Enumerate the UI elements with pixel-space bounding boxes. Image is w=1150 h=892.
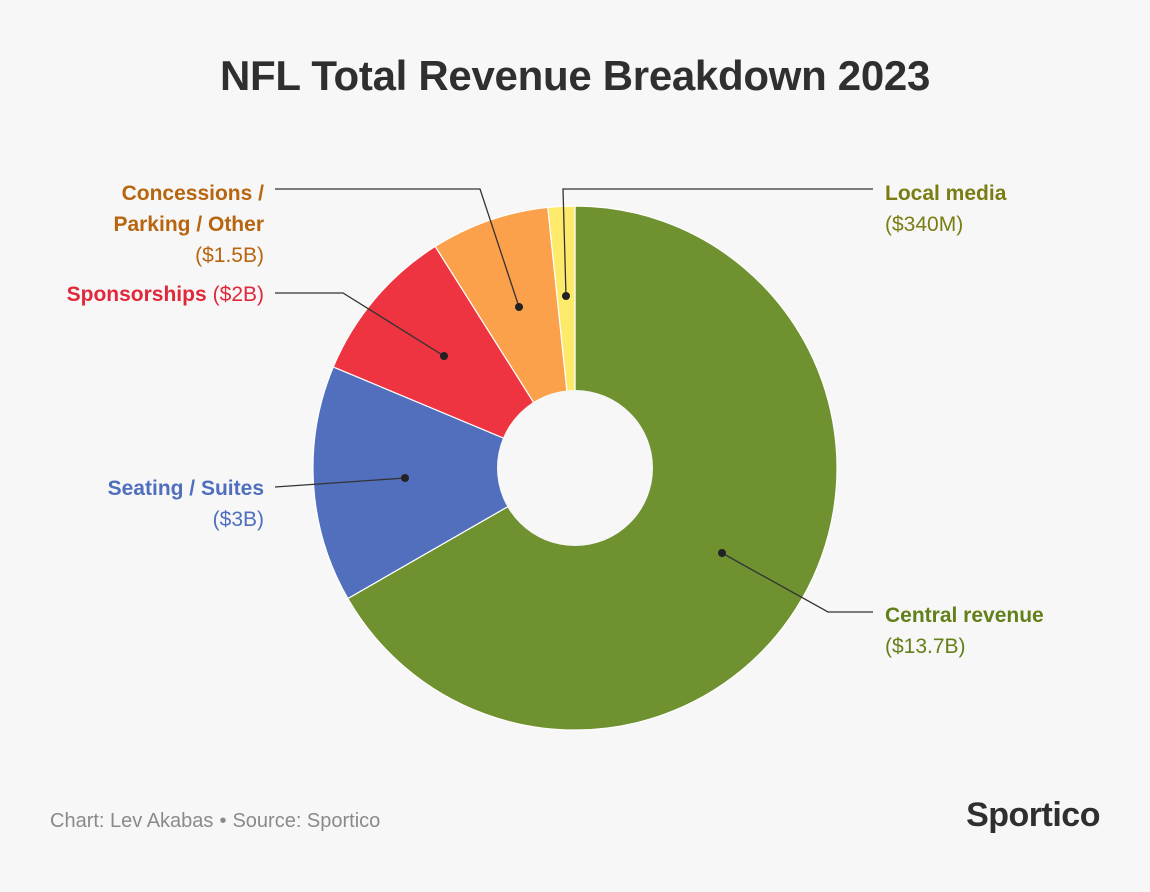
callout-dot-seating (401, 474, 409, 482)
slice-value-sponsorships: ($2B) (213, 283, 264, 306)
slice-label-local-media: Local media (885, 182, 1007, 205)
callout-dot-concessions (515, 303, 523, 311)
leader-line-seating (274, 477, 406, 488)
footer-credit: Chart: Lev Akabas • Source: Sportico (50, 810, 380, 833)
source-credit: Source: Sportico (232, 810, 381, 832)
callout-dot-local-media (562, 292, 570, 300)
slice-label-concessions-line2: Parking / Other (113, 213, 264, 236)
leader-line-central (721, 552, 873, 613)
slice-label-sponsorships-line: Sponsorships ($2B) (67, 283, 264, 306)
slice-label-seating: Seating / Suites (108, 477, 264, 500)
slice-label-sponsorships: Sponsorships (67, 283, 207, 306)
slice-label-central: Central revenue (885, 604, 1044, 627)
chart-title: NFL Total Revenue Breakdown 2023 (219, 52, 931, 99)
leader-line-concessions (275, 188, 520, 308)
leader-line-sponsorships (275, 292, 445, 357)
slice-value-local-media: ($340M) (885, 213, 963, 236)
slice-label-concessions-line1: Concessions / (122, 182, 265, 205)
leader-line-local-media (562, 188, 873, 297)
footer-separator: • (219, 810, 227, 832)
slice-value-seating: ($3B) (213, 508, 264, 531)
chart-credit: Chart: Lev Akabas (50, 810, 214, 832)
donut-hole (497, 390, 653, 546)
callout-dot-sponsorships (440, 352, 448, 360)
callout-dot-central (718, 549, 726, 557)
slice-value-central: ($13.7B) (885, 635, 966, 658)
sportico-logo: Sportico (966, 796, 1100, 834)
slice-sponsorships (332, 245, 577, 470)
slice-value-concessions: ($1.5B) (195, 244, 264, 267)
